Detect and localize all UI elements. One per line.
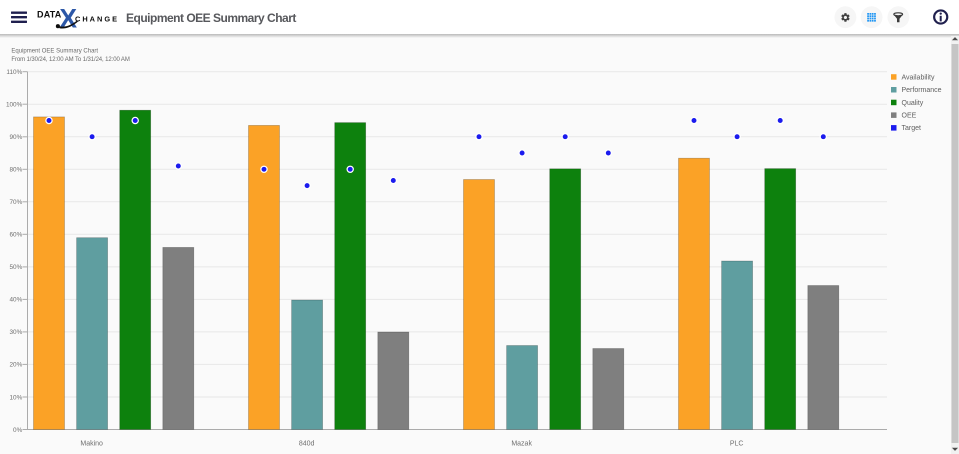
svg-text:Performance: Performance (902, 87, 942, 94)
svg-text:Availability: Availability (902, 74, 935, 81)
svg-text:Quality: Quality (902, 100, 924, 107)
svg-text:70%: 70% (10, 199, 23, 206)
svg-text:OEE: OEE (902, 113, 917, 120)
svg-text:840d: 840d (299, 441, 315, 448)
svg-text:40%: 40% (10, 297, 23, 304)
svg-text:30%: 30% (10, 329, 23, 336)
svg-text:From 1/30/24, 12:00 AM To 1/31: From 1/30/24, 12:00 AM To 1/31/24, 12:00… (11, 57, 129, 63)
svg-text:Target: Target (902, 125, 922, 132)
svg-text:PLC: PLC (730, 441, 744, 448)
svg-text:X: X (59, 3, 77, 33)
svg-text:60%: 60% (10, 232, 23, 239)
svg-text:Equipment OEE Summary Chart: Equipment OEE Summary Chart (126, 11, 296, 25)
svg-text:Makino: Makino (80, 441, 103, 448)
svg-text:Equipment OEE Summary Chart: Equipment OEE Summary Chart (11, 48, 98, 54)
svg-text:20%: 20% (10, 362, 23, 369)
svg-text:10%: 10% (10, 394, 23, 401)
svg-text:0%: 0% (13, 427, 23, 434)
svg-text:CHANGE: CHANGE (75, 15, 119, 24)
svg-text:110%: 110% (6, 69, 22, 76)
svg-text:Mazak: Mazak (511, 441, 532, 448)
svg-text:100%: 100% (6, 102, 23, 109)
svg-text:DATA: DATA (37, 10, 62, 20)
svg-text:90%: 90% (10, 134, 23, 141)
svg-text:80%: 80% (10, 167, 23, 174)
svg-text:50%: 50% (10, 264, 23, 271)
